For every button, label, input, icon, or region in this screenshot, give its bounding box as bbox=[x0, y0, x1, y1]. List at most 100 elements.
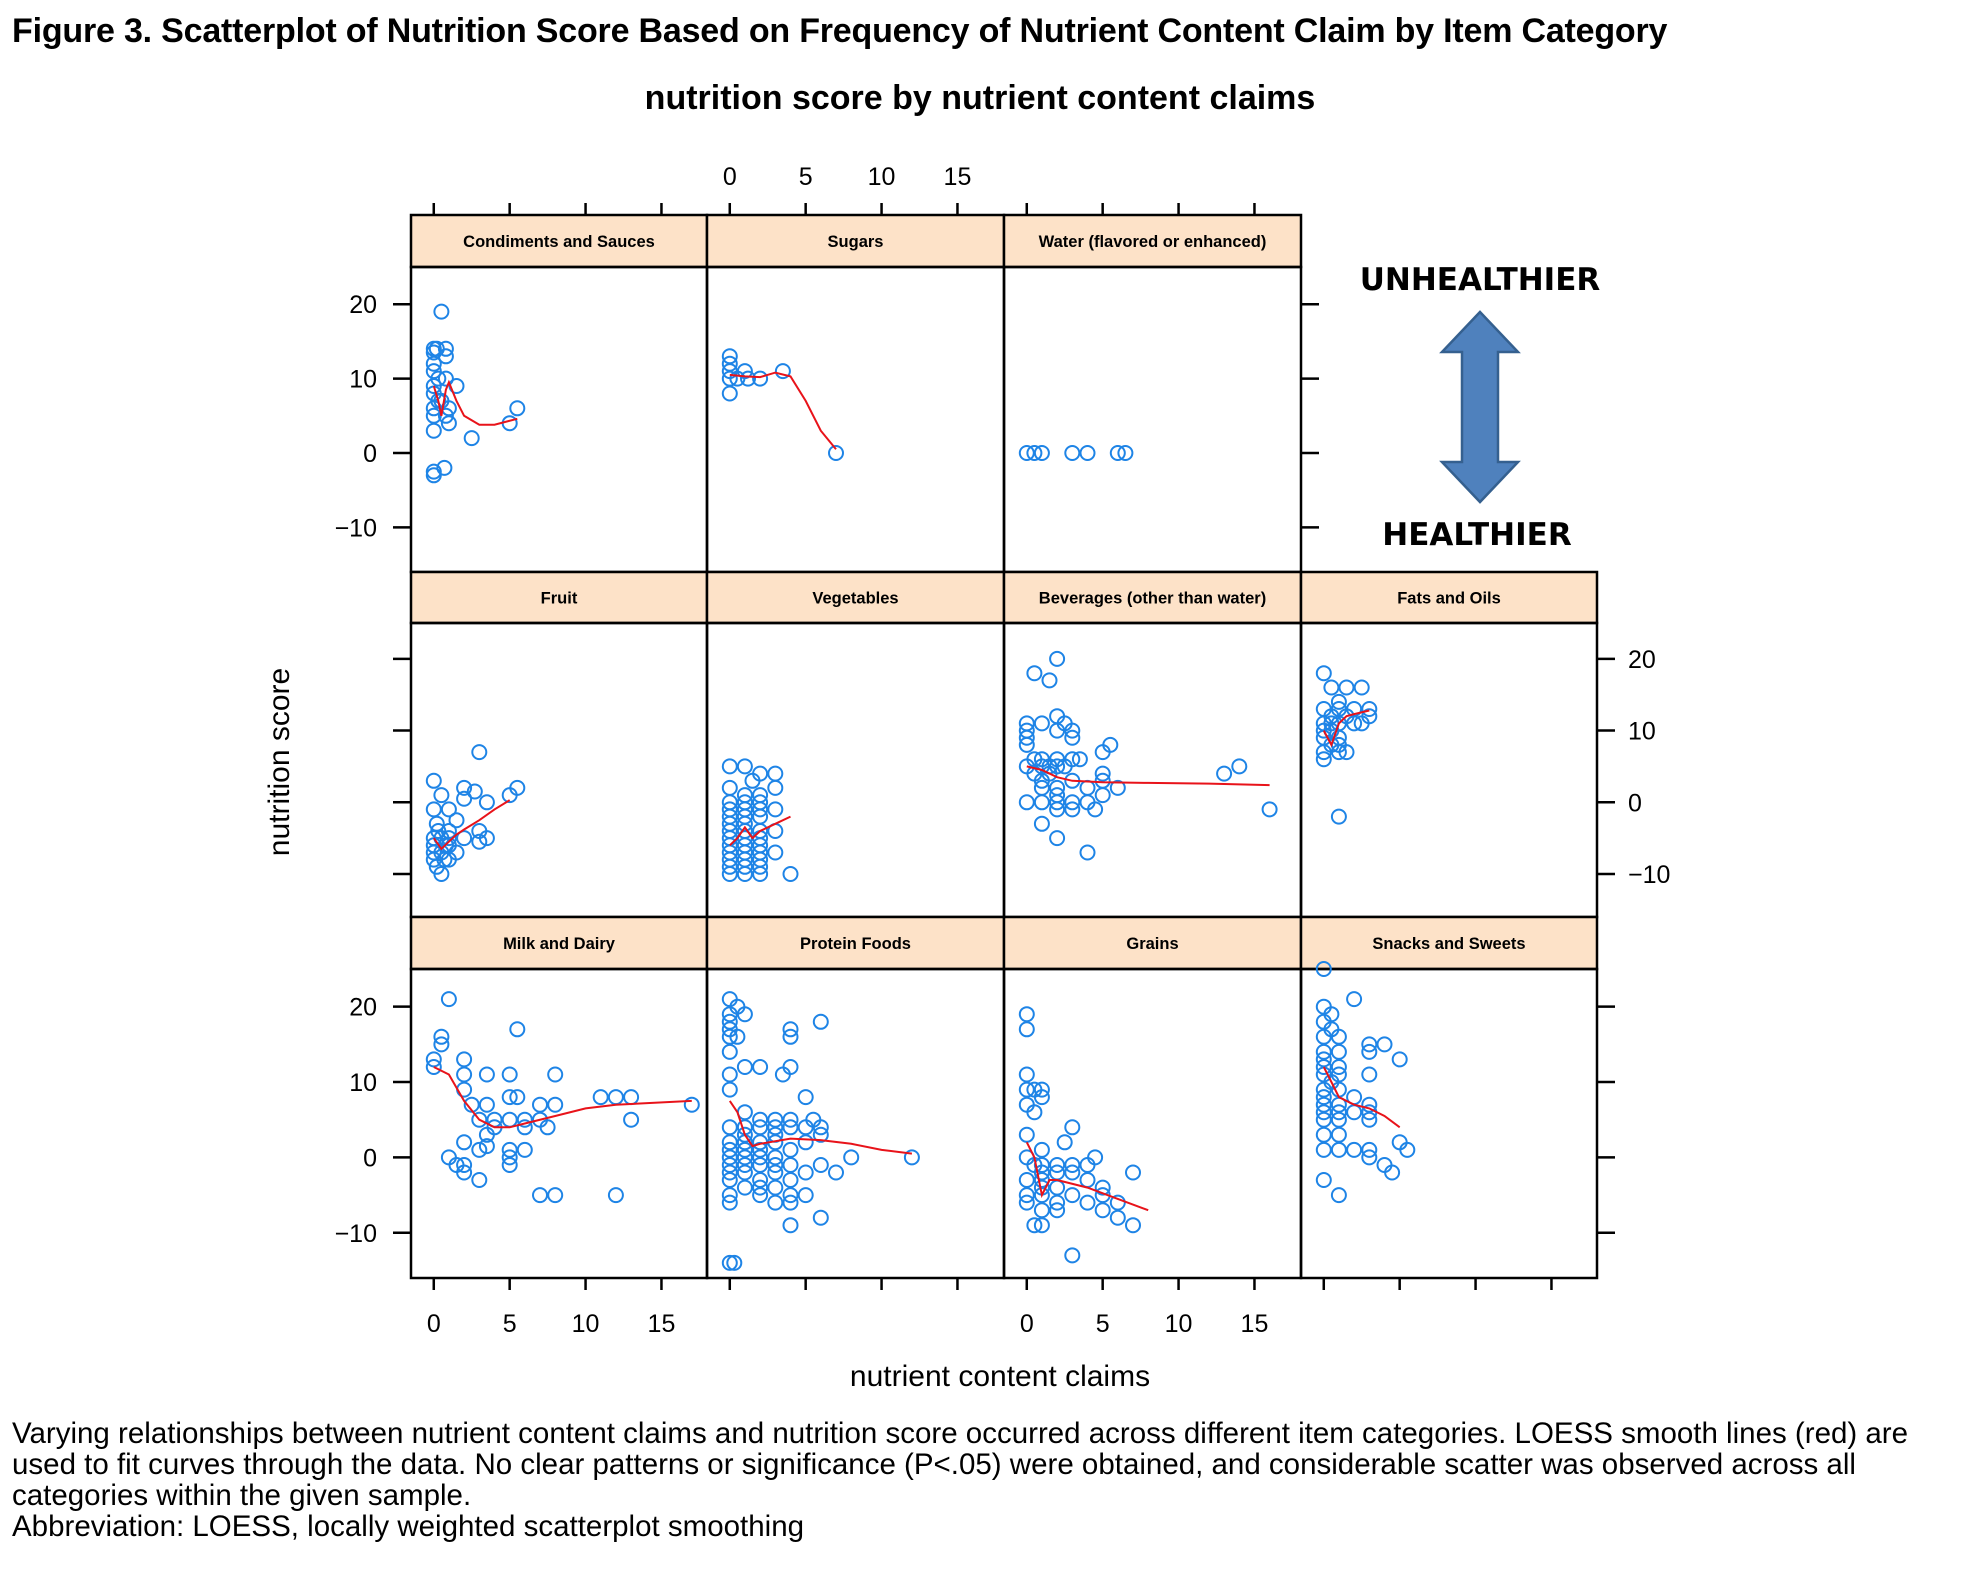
data-point bbox=[425, 772, 442, 789]
data-point bbox=[433, 1028, 450, 1045]
data-point bbox=[1087, 801, 1104, 818]
data-point bbox=[767, 1164, 784, 1181]
data-point bbox=[729, 370, 746, 387]
data-point bbox=[547, 1187, 564, 1204]
loess-line bbox=[432, 799, 511, 851]
data-point bbox=[782, 1172, 799, 1188]
data-point bbox=[456, 1081, 473, 1098]
data-point bbox=[812, 1157, 829, 1173]
data-point bbox=[1346, 1141, 1363, 1158]
data-point bbox=[1033, 1141, 1050, 1158]
data-point bbox=[828, 1164, 844, 1181]
data-point bbox=[721, 858, 738, 875]
data-point bbox=[1094, 765, 1111, 782]
data-point bbox=[1018, 1066, 1035, 1083]
data-point bbox=[1018, 736, 1035, 753]
data-point bbox=[782, 1157, 799, 1173]
panel-strip-label: Sugars bbox=[828, 233, 884, 251]
axis-tick-label: 0 bbox=[363, 1144, 377, 1172]
data-point bbox=[1330, 1141, 1347, 1158]
data-point bbox=[1323, 679, 1340, 696]
data-point bbox=[752, 1187, 769, 1204]
data-point bbox=[471, 744, 488, 761]
data-point bbox=[509, 1089, 526, 1106]
data-point bbox=[1338, 744, 1355, 761]
data-point bbox=[1384, 1164, 1401, 1181]
axis-tick-label: 0 bbox=[363, 440, 377, 468]
data-point bbox=[478, 794, 495, 811]
data-point bbox=[736, 1006, 753, 1023]
data-point bbox=[437, 340, 454, 357]
health-annotation: UNHEALTHIER HEALTHIER bbox=[1360, 262, 1601, 553]
axis-tick-label: 10 bbox=[349, 1069, 377, 1097]
data-point bbox=[425, 1051, 442, 1068]
data-point bbox=[721, 779, 738, 796]
data-point bbox=[1064, 801, 1081, 818]
data-point bbox=[1376, 1036, 1393, 1053]
data-point bbox=[440, 1149, 457, 1166]
axis-tick-label: 5 bbox=[503, 1310, 517, 1338]
data-point bbox=[516, 1141, 533, 1158]
data-point bbox=[767, 1157, 784, 1173]
data-point bbox=[1049, 722, 1066, 739]
data-point bbox=[1026, 1104, 1043, 1121]
data-point bbox=[721, 1164, 738, 1181]
axis-tick-label: 0 bbox=[427, 1310, 441, 1338]
data-point bbox=[456, 790, 473, 807]
data-point bbox=[425, 378, 442, 394]
data-point bbox=[1064, 445, 1081, 461]
data-point bbox=[797, 1187, 814, 1204]
data-point bbox=[607, 1089, 624, 1106]
data-point bbox=[1049, 1194, 1066, 1211]
data-point bbox=[721, 1187, 738, 1204]
data-point bbox=[1018, 1172, 1035, 1188]
data-point bbox=[1018, 1006, 1035, 1023]
loess-line bbox=[432, 379, 518, 426]
data-point bbox=[1315, 961, 1332, 977]
loess-line bbox=[729, 815, 791, 847]
data-point bbox=[721, 1043, 738, 1060]
data-point bbox=[425, 1059, 442, 1075]
panels-layer: Condiments and Sauces Sugars Water (flavor… bbox=[409, 213, 1599, 1280]
data-point bbox=[1064, 722, 1081, 739]
data-point bbox=[1018, 1187, 1035, 1204]
axis-tick-label: 10 bbox=[868, 163, 896, 191]
data-point bbox=[782, 1194, 799, 1211]
loess-line bbox=[1322, 709, 1370, 748]
figure-caption: Varying relationships between nutrient c… bbox=[12, 1418, 1952, 1542]
data-point bbox=[1315, 1089, 1332, 1106]
data-point bbox=[1018, 445, 1035, 461]
data-point bbox=[1033, 715, 1050, 732]
data-point bbox=[752, 1111, 769, 1128]
data-point bbox=[736, 758, 753, 775]
data-point bbox=[437, 348, 454, 365]
data-point bbox=[782, 1059, 799, 1075]
data-point bbox=[1361, 1141, 1378, 1158]
data-point bbox=[623, 1111, 640, 1128]
data-point bbox=[547, 1066, 564, 1083]
data-point bbox=[1033, 794, 1050, 811]
data-point bbox=[1315, 1028, 1332, 1045]
panel-strip-label: Grains bbox=[1126, 935, 1178, 953]
axis-tick-label: 5 bbox=[1096, 1310, 1110, 1338]
data-point bbox=[782, 866, 799, 882]
y-axis-title: nutrition score bbox=[263, 668, 296, 856]
data-point bbox=[509, 400, 526, 417]
data-point bbox=[425, 422, 442, 439]
data-point bbox=[456, 830, 473, 847]
data-point bbox=[797, 1134, 814, 1151]
data-point bbox=[1018, 794, 1035, 811]
data-point bbox=[1079, 1172, 1096, 1188]
loess-line bbox=[433, 1066, 692, 1129]
data-point bbox=[1049, 650, 1066, 667]
panel-strip bbox=[705, 915, 1006, 971]
data-point bbox=[1094, 1202, 1111, 1219]
axes-layer: 0 5 10 15 0 5 10 15 0 5 10 15 −10 0 10 20 −10 0 10 20 −10 0 10… bbox=[335, 163, 1671, 1338]
data-point bbox=[903, 1149, 920, 1166]
data-point bbox=[501, 1111, 518, 1128]
data-point bbox=[1033, 815, 1050, 832]
data-point bbox=[1064, 1247, 1081, 1264]
data-point bbox=[1117, 445, 1134, 461]
data-point bbox=[736, 1126, 753, 1143]
panel-strip-label: Water (flavored or enhanced) bbox=[1039, 233, 1267, 251]
